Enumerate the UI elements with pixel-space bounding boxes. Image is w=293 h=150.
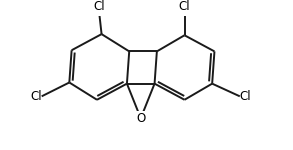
Text: O: O: [136, 112, 145, 125]
Text: Cl: Cl: [179, 0, 190, 13]
Text: Cl: Cl: [30, 90, 42, 103]
Text: Cl: Cl: [93, 0, 105, 13]
Text: Cl: Cl: [240, 90, 251, 103]
